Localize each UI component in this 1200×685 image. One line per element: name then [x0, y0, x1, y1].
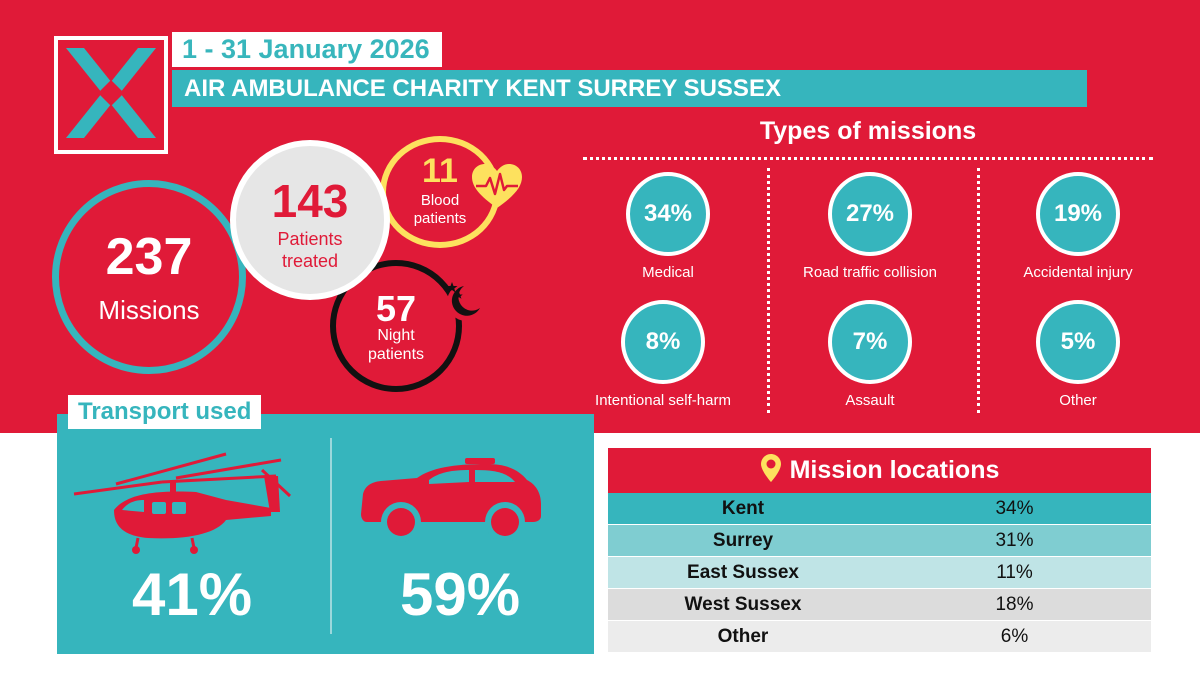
blood-patients-stat: 11 Blood patients — [380, 136, 500, 248]
mission-type-percent: 8% — [621, 300, 705, 384]
mission-type-medical: 34% Medical — [573, 172, 763, 282]
location-percent: 31% — [995, 530, 1034, 551]
night-patients-label: Night patients — [336, 326, 456, 364]
blood-label-line2: patients — [413, 210, 467, 227]
helicopter-icon — [73, 452, 292, 554]
date-range: 1 - 31 January 2026 — [172, 32, 442, 67]
mission-locations-title: Mission locations — [789, 456, 1000, 484]
car-icon — [361, 458, 541, 542]
mission-type-road-traffic-collision: 27% Road traffic collision — [775, 172, 965, 282]
night-label-line2: patients — [367, 346, 425, 363]
location-name: Other — [717, 626, 769, 647]
mission-locations-header: Mission locations — [608, 448, 1151, 493]
location-percent: 34% — [995, 498, 1034, 519]
mission-type-label: Other — [1059, 392, 1097, 409]
transport-title: Transport used — [68, 395, 262, 429]
night-label-line1: Night — [377, 327, 415, 344]
mission-type-accidental-injury: 19% Accidental injury — [983, 172, 1173, 282]
night-patients-value: 57 — [375, 288, 417, 329]
heart-pulse-icon — [472, 164, 522, 208]
cross-logo-icon — [66, 48, 156, 138]
transport-divider — [330, 438, 332, 634]
missions-value: 237 — [105, 228, 193, 286]
blood-label-line1: Blood — [420, 192, 460, 209]
helicopter-percent: 41% — [131, 561, 253, 628]
mission-type-label: Assault — [845, 392, 895, 409]
types-divider — [583, 157, 1153, 160]
types-column-divider — [767, 168, 770, 413]
mission-type-label: Medical — [642, 264, 694, 281]
location-percent: 6% — [1000, 626, 1029, 647]
location-row-east-sussex: East Sussex 11% — [608, 557, 1151, 588]
mission-type-percent: 34% — [626, 172, 710, 256]
location-row-kent: Kent 34% — [608, 493, 1151, 524]
blood-patients-value: 11 — [422, 152, 458, 190]
patients-treated-stat: 143 Patients treated — [230, 140, 390, 300]
moon-stars-icon — [446, 282, 485, 321]
patients-treated-value: 143 — [271, 175, 349, 227]
patients-label-line1: Patients — [277, 229, 343, 249]
location-name: Kent — [721, 498, 765, 519]
patients-treated-label: Patients treated — [236, 228, 384, 272]
mission-type-intentional-self-harm: 8% Intentional self-harm — [568, 300, 758, 410]
mission-type-assault: 7% Assault — [775, 300, 965, 410]
night-patients-stat: 57 Night patients — [330, 260, 462, 392]
location-percent: 11% — [996, 562, 1033, 583]
types-of-missions-title: Types of missions — [759, 117, 977, 145]
charity-logo — [54, 36, 168, 154]
location-pin-icon — [760, 454, 781, 483]
mission-type-label: Intentional self-harm — [595, 392, 731, 409]
types-column-divider — [977, 168, 980, 413]
patients-label-line2: treated — [281, 251, 339, 271]
location-row-surrey: Surrey 31% — [608, 525, 1151, 556]
missions-label: Missions — [98, 295, 200, 325]
location-row-other: Other 6% — [608, 621, 1151, 652]
blood-patients-label: Blood patients — [386, 192, 494, 228]
location-percent: 18% — [995, 594, 1034, 615]
mission-type-other: 5% Other — [983, 300, 1173, 410]
mission-type-percent: 7% — [828, 300, 912, 384]
location-name: East Sussex — [687, 562, 799, 583]
page-title: AIR AMBULANCE CHARITY KENT SURREY SUSSEX — [172, 70, 1087, 107]
mission-type-percent: 27% — [828, 172, 912, 256]
location-name: West Sussex — [684, 594, 802, 615]
location-name: Surrey — [712, 530, 774, 551]
missions-stat: 237 Missions — [52, 180, 246, 374]
mission-type-percent: 5% — [1036, 300, 1120, 384]
car-percent: 59% — [399, 561, 521, 628]
mission-type-label: Road traffic collision — [803, 264, 937, 281]
mission-type-percent: 19% — [1036, 172, 1120, 256]
mission-type-label: Accidental injury — [1023, 264, 1133, 281]
location-row-west-sussex: West Sussex 18% — [608, 589, 1151, 620]
